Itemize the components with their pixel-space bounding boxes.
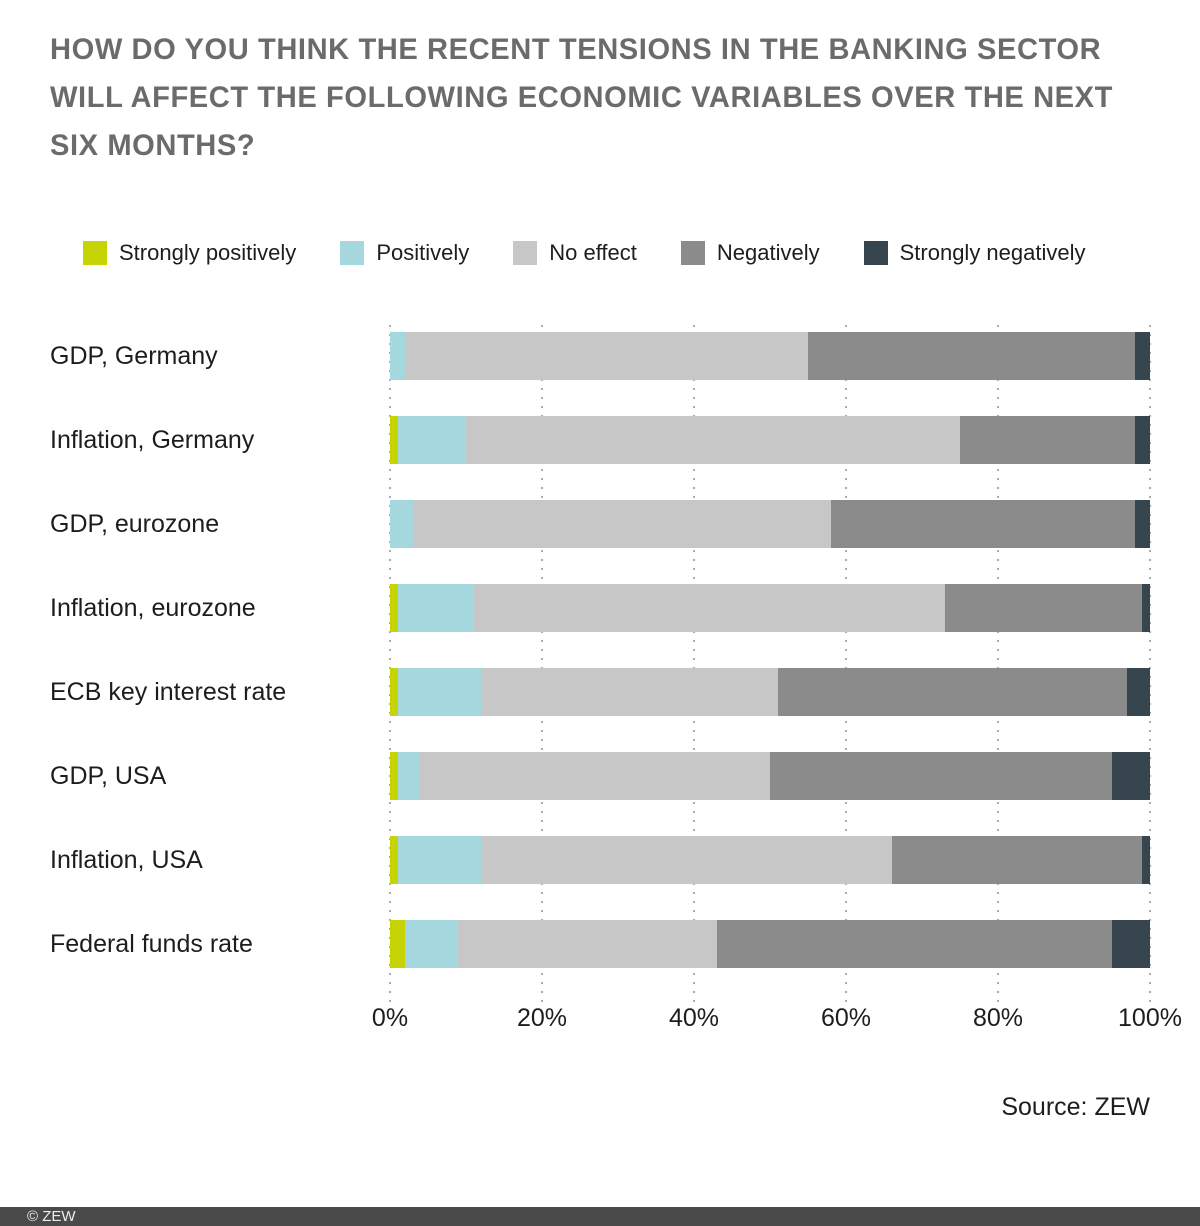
bar-track: [390, 920, 1150, 968]
legend-label: Strongly positively: [119, 240, 297, 265]
bar-segment: [397, 668, 482, 716]
chart-title-line: HOW DO YOU THINK THE RECENT TENSIONS IN …: [50, 33, 1102, 66]
chart: GDP, Germany Inflation, Germany GDP, euroz…: [50, 325, 1182, 1036]
row-label: Federal funds rate: [50, 929, 253, 958]
bar-segment: [481, 836, 892, 884]
bar-row: Federal funds rate: [50, 920, 1150, 968]
legend-swatch-icon: [863, 241, 888, 265]
bar-segment: [390, 500, 413, 548]
bar-segment: [390, 584, 398, 632]
bar-segment: [390, 332, 406, 380]
row-label: GDP, eurozone: [50, 509, 220, 538]
legend-item: Positively: [340, 240, 469, 266]
bar-segment: [397, 584, 474, 632]
bar-segment: [390, 416, 398, 464]
bar-segment: [1142, 584, 1150, 632]
legend-item: No effect: [513, 240, 637, 266]
legend-swatch-icon: [340, 241, 365, 265]
footer-bar: © ZEW: [0, 1207, 1200, 1226]
bar-segment: [458, 920, 717, 968]
bar-track: [390, 752, 1150, 800]
legend-swatch-icon: [680, 241, 705, 265]
bar-segment: [405, 920, 459, 968]
legend: Strongly positively Positively No effect Ne…: [83, 240, 1150, 266]
legend-label: Positively: [376, 240, 470, 265]
row-label: Inflation, Germany: [50, 425, 255, 454]
legend-swatch-icon: [83, 241, 107, 265]
bar-segment: [397, 416, 466, 464]
bar-segment: [390, 668, 398, 716]
bar-segment: [777, 668, 1128, 716]
legend-label: Negatively: [716, 240, 820, 265]
x-tick-label: 60%: [820, 1004, 872, 1032]
bar-track: [390, 416, 1150, 464]
bar-row: GDP, Germany: [50, 332, 1150, 380]
legend-label: No effect: [549, 240, 637, 265]
bar-segment: [959, 416, 1135, 464]
bar-row: Inflation, Germany: [50, 416, 1150, 464]
bar-segment: [390, 920, 406, 968]
legend-label: Strongly negatively: [899, 240, 1086, 265]
x-tick-label: 20%: [516, 1004, 568, 1032]
chart-title-line: WILL AFFECT THE FOLLOWING ECONOMIC VARIA…: [50, 81, 1114, 114]
bar-track: [390, 500, 1150, 548]
source-label: Source: ZEW: [1001, 1093, 1150, 1121]
bar-row: Inflation, eurozone: [50, 584, 1150, 632]
bar-segment: [807, 332, 1135, 380]
bar-segment: [1134, 500, 1150, 548]
bar-segment: [891, 836, 1143, 884]
bar-segment: [1134, 332, 1150, 380]
bar-row: ECB key interest rate: [50, 668, 1150, 716]
chart-title-line: SIX MONTHS?: [50, 129, 256, 162]
bar-segment: [473, 584, 945, 632]
legend-item: Negatively: [680, 240, 820, 266]
bar-segment: [769, 752, 1112, 800]
page: HOW DO YOU THINK THE RECENT TENSIONS IN …: [0, 26, 1200, 1122]
bar-row: Inflation, USA: [50, 836, 1150, 884]
bar-segment: [412, 500, 831, 548]
legend-item: Strongly positively: [83, 240, 296, 266]
bar-segment: [830, 500, 1135, 548]
bar-segment: [1111, 752, 1150, 800]
row-label: Inflation, USA: [50, 845, 203, 874]
chart-title: HOW DO YOU THINK THE RECENT TENSIONS IN …: [50, 26, 1117, 170]
bar-segment: [481, 668, 778, 716]
bar-track: [390, 584, 1150, 632]
bar-segment: [397, 752, 421, 800]
legend-item: Strongly negatively: [863, 240, 1086, 266]
x-tick-label: 80%: [972, 1004, 1024, 1032]
x-tick-label: 40%: [668, 1004, 720, 1032]
row-label: Inflation, eurozone: [50, 593, 256, 622]
bar-segment: [390, 752, 398, 800]
x-tick-label: 100%: [1118, 1004, 1182, 1032]
x-axis: 0% 20% 40% 60% 80% 100%: [372, 1004, 1182, 1036]
bar-segment: [1142, 836, 1150, 884]
bar-segment: [1134, 416, 1150, 464]
bar-segment: [397, 836, 482, 884]
bar-track: [390, 836, 1150, 884]
bar-segment: [1127, 668, 1150, 716]
bar-segment: [1111, 920, 1150, 968]
x-tick-label: 0%: [371, 1004, 409, 1032]
bar-row: GDP, eurozone: [50, 500, 1150, 548]
chart-rows: GDP, Germany Inflation, Germany GDP, euroz…: [50, 332, 1150, 968]
bar-segment: [390, 836, 398, 884]
bar-segment: [944, 584, 1143, 632]
bar-segment: [716, 920, 1112, 968]
row-label: ECB key interest rate: [50, 677, 287, 706]
row-label: GDP, USA: [50, 761, 167, 790]
bar-track: [390, 332, 1150, 380]
bar-segment: [465, 416, 960, 464]
bar-segment: [405, 332, 808, 380]
copyright-label: © ZEW: [27, 1208, 76, 1225]
bar-segment: [420, 752, 770, 800]
legend-swatch-icon: [513, 241, 538, 265]
bar-track: [390, 668, 1150, 716]
row-label: GDP, Germany: [50, 341, 218, 370]
bar-row: GDP, USA: [50, 752, 1150, 800]
